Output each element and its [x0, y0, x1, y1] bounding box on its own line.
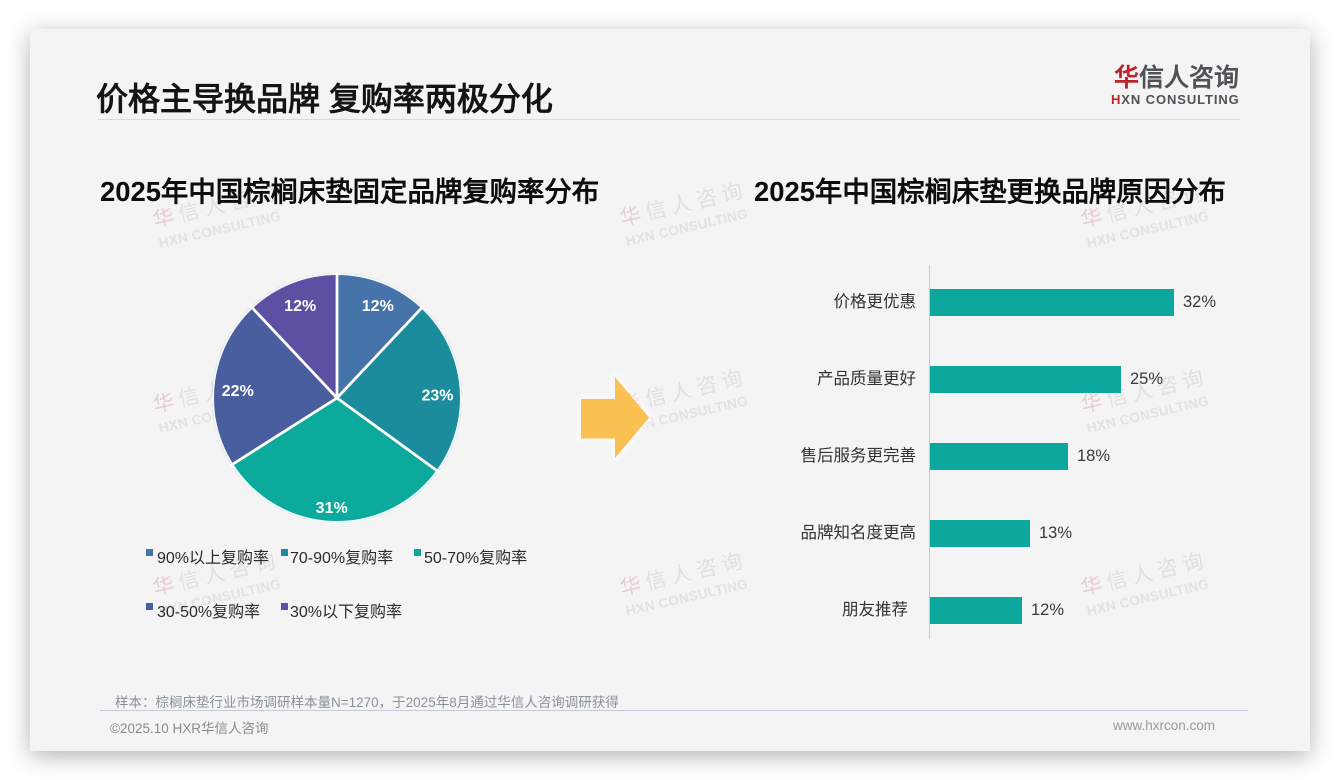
svg-text:12%: 12%	[284, 298, 316, 315]
svg-text:12%: 12%	[362, 298, 394, 315]
svg-text:23%: 23%	[421, 388, 453, 405]
svg-text:31%: 31%	[316, 500, 348, 517]
svg-text:22%: 22%	[222, 383, 254, 400]
